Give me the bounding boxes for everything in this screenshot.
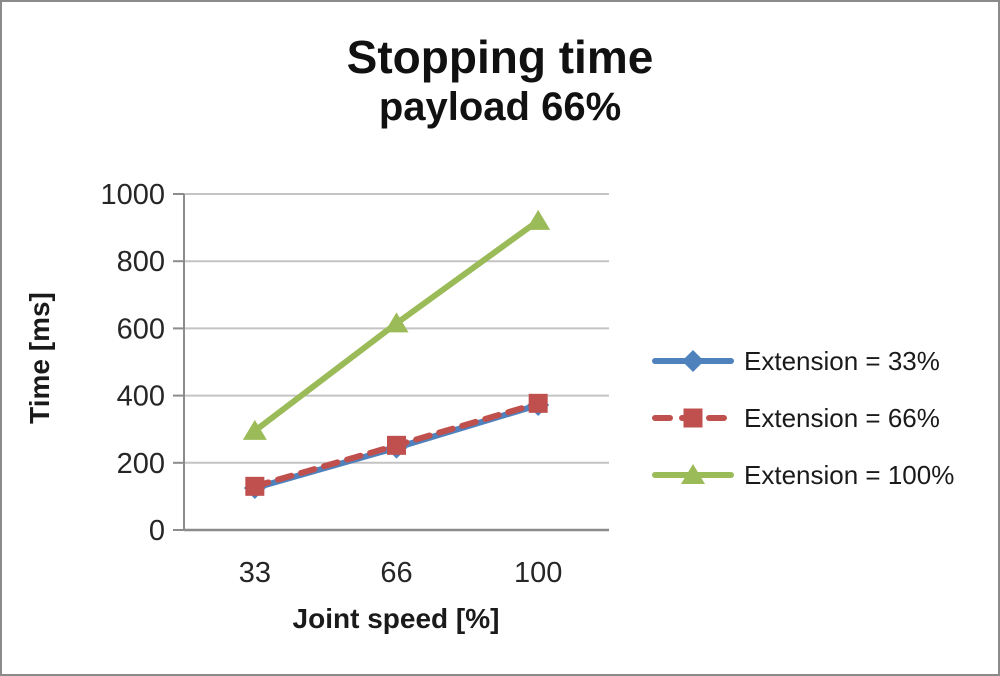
legend: Extension = 33% Extension = 66% Extensio… [652, 345, 955, 490]
square-marker-icon [245, 476, 265, 496]
chart-title: Stopping time [346, 31, 654, 83]
diamond-marker-icon [682, 350, 704, 372]
y-tick-label: 600 [117, 313, 165, 345]
legend-marker-square-dashed-line-icon [652, 408, 734, 428]
y-tick-label: 200 [117, 448, 165, 480]
y-tick-label: 800 [117, 246, 165, 278]
legend-item-extension-100: Extension = 100% [652, 459, 955, 490]
legend-marker-diamond-line-icon [652, 350, 734, 372]
y-tick-label: 1000 [100, 179, 165, 211]
chart-subtitle: payload 66% [378, 84, 622, 129]
square-marker-icon [387, 435, 406, 455]
triangle-marker-icon [384, 312, 409, 333]
triangle-marker-icon [526, 209, 551, 230]
legend-item-extension-33: Extension = 33% [652, 345, 954, 376]
x-tick-label: 100 [514, 557, 562, 589]
square-marker-icon [683, 408, 703, 428]
x-tick-label: 33 [239, 557, 271, 589]
triangle-marker-icon [242, 419, 267, 440]
x-tick-label: 66 [380, 557, 412, 589]
chart-title-block: Stopping time payload 66% [2, 31, 998, 130]
y-tick-label: 400 [117, 381, 165, 413]
triangle-marker-icon [681, 464, 705, 484]
legend-label: Extension = 100% [744, 459, 955, 490]
y-tick-label: 0 [149, 515, 165, 547]
x-axis-title: Joint speed [%] [292, 603, 500, 634]
legend-marker-triangle-line-icon [652, 464, 734, 484]
legend-label: Extension = 66% [744, 402, 940, 433]
legend-item-extension-66: Extension = 66% [652, 402, 954, 433]
square-marker-icon [528, 393, 548, 413]
legend-label: Extension = 33% [744, 345, 940, 376]
